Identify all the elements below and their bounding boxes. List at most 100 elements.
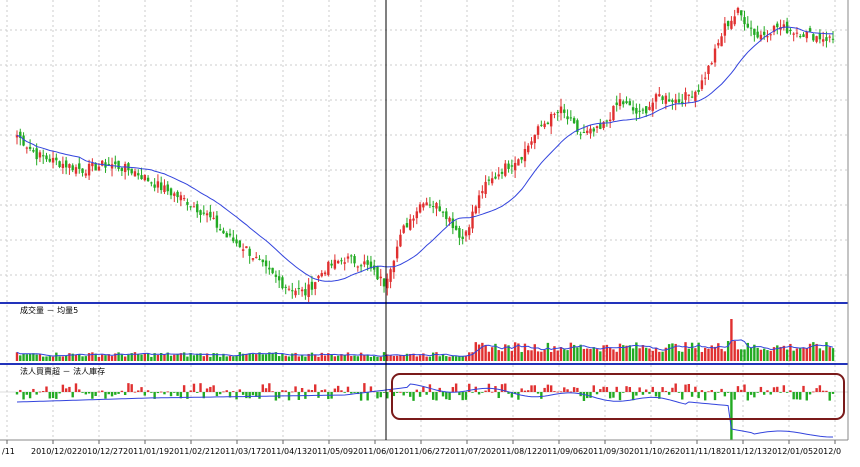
volume-bar (94, 353, 97, 361)
candle-body (717, 42, 720, 46)
x-tick-label: 2011/06/01 (353, 447, 399, 456)
net-buy-sell-bar (179, 392, 183, 399)
net-buy-sell-bar (697, 392, 700, 399)
candle-body (91, 162, 94, 167)
volume-bar (287, 356, 291, 361)
candle-body (107, 163, 110, 165)
net-buy-sell-bar (687, 383, 691, 392)
net-buy-sell-bar (497, 392, 500, 399)
net-buy-sell-bar (415, 389, 419, 392)
volume-bar (769, 350, 772, 361)
net-buy-sell-bar (32, 388, 35, 392)
candle-body (707, 65, 710, 75)
net-buy-sell-bar (264, 388, 268, 392)
net-buy-sell-bar (163, 392, 166, 395)
net-buy-sell-bar (602, 386, 605, 392)
volume-bar (713, 346, 717, 361)
volume-bar (566, 350, 569, 361)
x-tick-label: 2011/05/09 (307, 447, 353, 456)
volume-bar (353, 355, 356, 361)
candle-body (638, 110, 641, 112)
candle-body (438, 206, 441, 212)
volume-bar (461, 356, 464, 361)
volume-bar (553, 346, 556, 361)
candle-body (340, 260, 343, 262)
net-buy-sell-bar (137, 390, 140, 392)
candle-body (831, 38, 835, 40)
candle-body (766, 36, 769, 38)
candle-body (461, 236, 464, 240)
volume-bar (87, 353, 91, 361)
candle-body (51, 157, 55, 163)
volume-bar (359, 352, 363, 361)
volume-bar (821, 350, 825, 361)
net-buy-sell-bar (218, 392, 222, 395)
candle-body (802, 34, 805, 37)
volume-bar (159, 353, 163, 361)
volume-bar (612, 349, 615, 361)
volume-bar (540, 351, 543, 361)
volume-bar (245, 353, 248, 361)
candle-body (35, 148, 38, 160)
candle-body (137, 173, 140, 176)
candle-body (300, 289, 304, 292)
volume-bar (422, 353, 425, 361)
net-buy-sell-bar (592, 385, 595, 392)
net-buy-sell-bar (291, 391, 294, 393)
candle-body (605, 120, 609, 122)
net-buy-sell-bar (717, 392, 720, 393)
candle-body (776, 23, 779, 28)
volume-bar (589, 348, 592, 361)
volume-bar (91, 352, 94, 361)
volume-bar (182, 352, 186, 361)
net-buy-sell-bar (681, 392, 684, 400)
candle-body (323, 272, 327, 275)
volume-bar (314, 354, 317, 361)
volume-bar (228, 355, 232, 361)
net-buy-sell-bar (769, 392, 772, 395)
candle-body (336, 260, 340, 264)
candle-body (94, 162, 97, 171)
volume-bar (389, 355, 392, 361)
net-buy-sell-bar (799, 392, 802, 400)
net-buy-sell-bar (454, 383, 458, 392)
candle-body (530, 141, 533, 145)
net-buy-sell-bar (438, 387, 441, 392)
net-buy-sell-bar (448, 392, 451, 400)
net-buy-sell-bar (825, 390, 828, 392)
net-buy-sell-bar (425, 392, 428, 395)
volume-bar (736, 349, 740, 361)
net-buy-sell-bar (556, 391, 559, 393)
volume-bar (559, 347, 563, 361)
candle-body (310, 281, 314, 290)
institutional-panel-title: 法人買賣超 － 法人庫存 (20, 366, 105, 376)
candle-body (490, 178, 494, 184)
net-buy-sell-bar (84, 392, 88, 395)
candle-body (163, 185, 166, 193)
volume-bar (78, 354, 81, 361)
candle-body (579, 134, 582, 136)
candle-body (736, 7, 740, 13)
volume-bar (415, 356, 419, 361)
candle-body (818, 33, 822, 40)
x-tick-label: 2011/09/06 (537, 447, 583, 456)
net-buy-sell-bar (762, 392, 766, 395)
net-buy-sell-bar (340, 390, 343, 392)
inventory-line (16, 383, 833, 438)
candle-body (789, 29, 792, 31)
net-buy-sell-bar (435, 392, 438, 401)
net-buy-sell-bar (363, 383, 366, 392)
net-buy-sell-bar (196, 392, 199, 393)
candle-body (517, 159, 520, 166)
volume-bar (530, 350, 533, 361)
volume-bar (756, 347, 759, 361)
volume-bar (363, 354, 366, 361)
net-buy-sell-bar (228, 392, 232, 398)
volume-bar (284, 355, 287, 361)
candle-body (68, 164, 71, 168)
net-buy-sell-bar (386, 392, 389, 399)
net-buy-sell-bar (156, 392, 160, 394)
net-buy-sell-bar (785, 392, 789, 393)
net-buy-sell-bar (789, 390, 792, 392)
volume-bar (720, 348, 723, 361)
